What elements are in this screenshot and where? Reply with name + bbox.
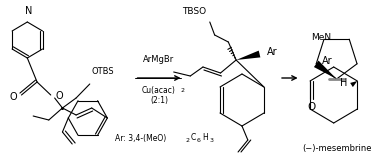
Text: OTBS: OTBS [92,67,114,76]
Text: 3: 3 [210,139,214,144]
Text: (2:1): (2:1) [150,95,168,104]
Text: ArMgBr: ArMgBr [143,55,175,64]
Text: O: O [307,102,315,112]
Text: Ar: Ar [322,56,333,66]
Text: H: H [340,78,348,88]
Text: Ar: 3,4-(MeO): Ar: 3,4-(MeO) [115,133,166,142]
Text: Cu(acac): Cu(acac) [142,86,176,95]
Text: O: O [56,91,63,101]
Text: C: C [190,133,195,142]
Polygon shape [314,61,337,79]
Text: 6: 6 [197,139,201,144]
Text: 2: 2 [185,139,189,144]
Text: 2: 2 [181,88,184,93]
Text: Ar: Ar [267,47,278,57]
Text: N: N [25,6,32,16]
Polygon shape [236,51,260,60]
Text: H: H [202,133,208,142]
Text: TBSO: TBSO [182,7,206,16]
Text: O: O [10,92,17,102]
Text: (−)-mesembrine: (−)-mesembrine [302,144,371,153]
Polygon shape [350,81,357,87]
Text: MeN: MeN [311,33,332,42]
